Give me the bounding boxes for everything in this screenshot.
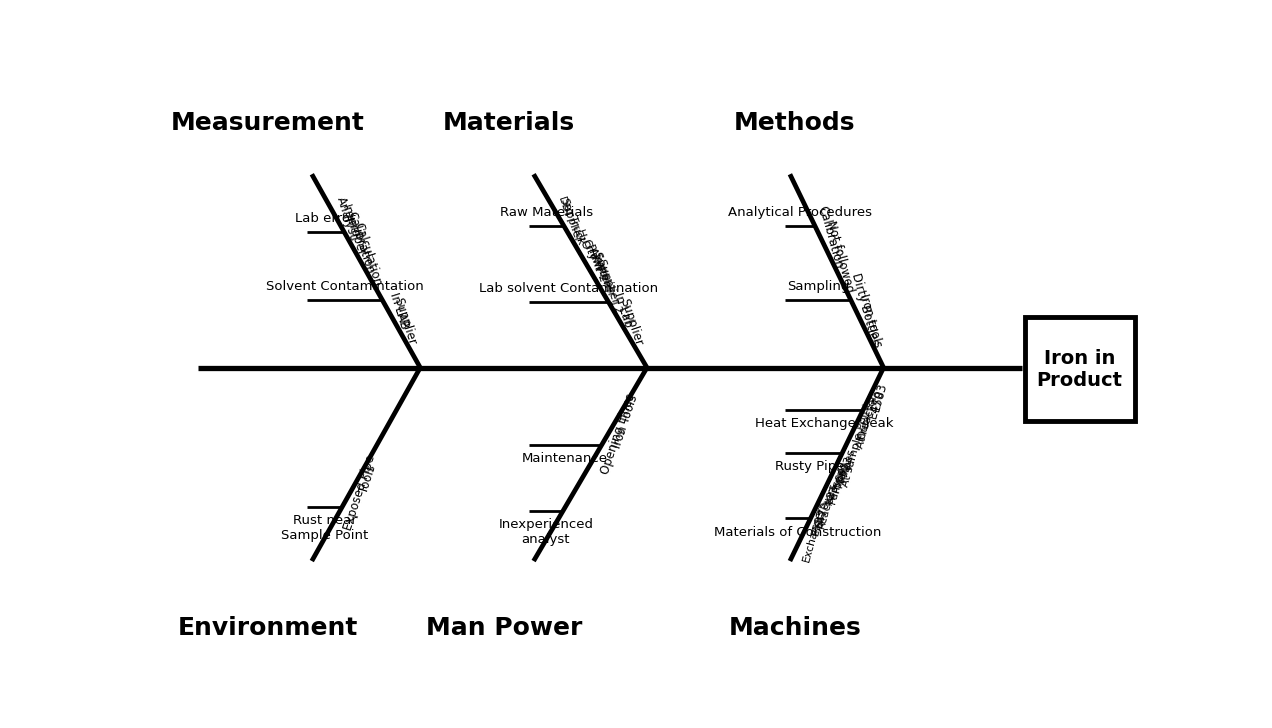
Text: Truck: Truck <box>567 215 586 246</box>
Text: E470: E470 <box>866 388 887 420</box>
Text: At sample Point: At sample Point <box>841 401 873 488</box>
Text: Supplier: Supplier <box>617 297 645 347</box>
Text: Materials: Materials <box>443 111 575 135</box>
Text: In Lab: In Lab <box>612 290 635 329</box>
Text: Calculation: Calculation <box>351 221 384 288</box>
Text: Inexperienced
analyst: Inexperienced analyst <box>499 518 593 546</box>
Text: In: In <box>855 429 868 441</box>
Text: Supplier: Supplier <box>391 296 418 347</box>
Text: Measurement: Measurement <box>170 111 364 135</box>
Text: System: System <box>590 250 613 293</box>
Text: Materials of Construction: Materials of Construction <box>714 526 881 539</box>
Text: Supplier: Supplier <box>558 197 583 243</box>
Text: Solvent Contamintation: Solvent Contamintation <box>266 280 424 293</box>
Text: Heat Exchanger leak: Heat Exchanger leak <box>754 417 893 430</box>
Text: E470: E470 <box>814 499 832 529</box>
Text: Supplier 2: Supplier 2 <box>597 258 623 315</box>
Text: Opening Lines: Opening Lines <box>599 392 637 476</box>
FancyBboxPatch shape <box>1024 317 1135 421</box>
Text: Exchangers: Exchangers <box>801 499 828 563</box>
Text: Calibration: Calibration <box>345 210 377 276</box>
Text: H₂O: H₂O <box>575 229 590 252</box>
Text: Analyst: Analyst <box>333 195 360 241</box>
Text: Raw Materials: Raw Materials <box>500 206 593 219</box>
Text: Not followed: Not followed <box>824 220 856 294</box>
Text: Supplier 1: Supplier 1 <box>591 250 619 307</box>
Text: Rusty Pipes: Rusty Pipes <box>776 460 852 473</box>
Text: P560: P560 <box>834 459 851 488</box>
Text: Plant: Plant <box>584 244 603 274</box>
Text: E583: E583 <box>810 507 828 537</box>
Text: Maintenance: Maintenance <box>522 452 608 465</box>
Text: Improper: Improper <box>340 203 368 258</box>
Text: Machines: Machines <box>729 615 861 639</box>
Text: Iron tools: Iron tools <box>857 293 884 349</box>
Text: At reactor: At reactor <box>856 393 880 449</box>
Text: Reactors: Reactors <box>815 481 838 530</box>
Text: Methods: Methods <box>734 111 856 135</box>
Text: Exposed Pipe: Exposed Pipe <box>342 454 378 532</box>
Text: #2: #2 <box>823 490 837 507</box>
Text: AKW-2: AKW-2 <box>586 247 608 284</box>
Text: Man Power: Man Power <box>426 615 583 639</box>
Text: Lab solvent Contamination: Lab solvent Contamination <box>480 282 658 295</box>
Text: Sampling: Sampling <box>786 280 850 293</box>
Text: In LAB: In LAB <box>387 291 411 331</box>
Text: Out: Out <box>856 418 871 440</box>
Text: P584: P584 <box>831 465 848 494</box>
Text: Tools: Tools <box>357 464 378 495</box>
Text: Calibration: Calibration <box>815 205 846 271</box>
Text: Iron in
Product: Iron in Product <box>1037 349 1123 389</box>
Text: Lab error: Lab error <box>295 212 356 225</box>
Text: Pumps: Pumps <box>827 467 846 505</box>
Text: DBT: DBT <box>556 196 572 221</box>
Text: Rust near
Sample Point: Rust near Sample Point <box>281 514 368 542</box>
Text: P573: P573 <box>837 454 854 482</box>
Text: Iron Tools: Iron Tools <box>611 393 641 450</box>
Text: Analytical Procedures: Analytical Procedures <box>728 206 873 219</box>
Text: City: City <box>580 238 597 262</box>
Text: Environment: Environment <box>177 615 357 639</box>
Text: Pipes: Pipes <box>840 447 857 477</box>
Text: E583: E583 <box>869 381 889 413</box>
Text: #3: #3 <box>827 484 840 502</box>
Text: Dirty Bottles: Dirty Bottles <box>850 272 881 347</box>
